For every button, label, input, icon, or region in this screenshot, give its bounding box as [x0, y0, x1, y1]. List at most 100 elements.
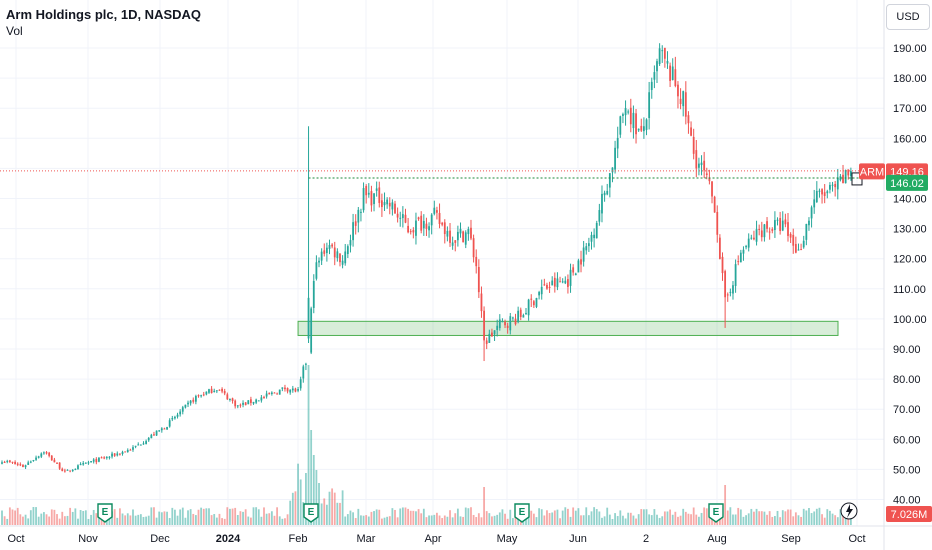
volume-bar: [611, 518, 614, 525]
candle-body: [433, 207, 436, 214]
volume-bar: [48, 516, 51, 525]
volume-bar: [787, 509, 789, 525]
volume-bar: [346, 514, 349, 525]
volume-bar: [310, 430, 313, 525]
volume-bar: [491, 516, 493, 525]
volume-bar: [506, 518, 509, 525]
volume-bar: [291, 492, 294, 525]
volume-bar: [760, 511, 763, 525]
volume-bar: [153, 507, 155, 525]
volume-bar: [669, 509, 671, 525]
candle-body: [174, 416, 176, 419]
volume-bar: [53, 509, 56, 525]
volume-bar: [265, 513, 268, 525]
volume-bar: [8, 507, 11, 525]
candle-body: [323, 250, 326, 254]
candle-body: [517, 310, 520, 323]
candle-body: [491, 332, 493, 337]
time-axis[interactable]: Oct Nov Dec 2024 Feb Mar Apr May Jun 2 Aug Sep Oct: [0, 525, 932, 545]
candlesticks: [1, 43, 852, 473]
candle-body: [63, 470, 66, 472]
candle-body: [87, 462, 90, 464]
volume-bar: [404, 507, 407, 525]
price-tick-label: 110.00: [893, 284, 926, 296]
price-tick-label: 50.00: [893, 464, 921, 476]
earnings-marker[interactable]: E: [97, 503, 113, 523]
candle-body: [470, 227, 472, 239]
volume-bar: [79, 510, 82, 525]
candle-body: [606, 190, 609, 195]
volume-bar: [108, 516, 111, 525]
date-tick-label: Apr: [424, 533, 441, 545]
date-tick-label: Nov: [78, 533, 98, 545]
candle-body: [3, 461, 6, 463]
volume-bar: [690, 514, 692, 525]
volume-bar: [297, 463, 299, 525]
candle-body: [139, 444, 142, 446]
candle-body: [593, 234, 596, 239]
volume-bar: [603, 516, 606, 525]
volume-bar: [792, 516, 795, 525]
candle-body: [829, 184, 831, 190]
volume-bar: [784, 511, 787, 525]
candle-body: [443, 222, 446, 235]
volume-bar: [774, 516, 776, 525]
volume-bar: [84, 510, 87, 525]
candle-body: [779, 218, 782, 231]
candle-body: [79, 464, 82, 466]
volume-bar: [721, 514, 724, 525]
candle-body: [150, 434, 153, 439]
candle-body: [823, 192, 826, 197]
earnings-marker-label: E: [713, 507, 720, 518]
candle-body: [231, 398, 234, 401]
candle-body: [705, 173, 708, 175]
volume-bar: [567, 508, 569, 525]
volume-bar: [181, 507, 184, 525]
volume-bar: [622, 515, 624, 525]
volume-bar: [643, 509, 645, 525]
volume-bar: [325, 504, 328, 525]
volume-bar: [632, 515, 635, 525]
volume-bar: [344, 516, 347, 525]
volume-bar: [74, 508, 77, 525]
volume-bar: [679, 515, 682, 525]
earnings-marker[interactable]: E: [303, 503, 319, 523]
lightning-icon[interactable]: [840, 502, 858, 520]
volume-bar: [278, 516, 281, 525]
volume-bar: [40, 513, 43, 525]
candle-body: [635, 113, 637, 135]
price-axis[interactable]: 40.00 50.00 60.00 70.00 80.00 90.00 100.00 110.…: [883, 0, 927, 550]
volume-bar: [650, 515, 653, 525]
volume-bar: [847, 517, 850, 525]
volume-bar: [428, 515, 430, 525]
candle-body: [22, 464, 24, 467]
candle-body: [40, 453, 43, 457]
volume-bar: [477, 513, 480, 525]
earnings-marker[interactable]: E: [708, 503, 724, 523]
candle-body: [784, 219, 787, 225]
volume-bar: [645, 509, 648, 525]
volume-bar: [456, 508, 459, 525]
volume-bar: [818, 507, 821, 525]
currency-button[interactable]: USD: [886, 4, 930, 30]
candle-body: [643, 126, 645, 132]
candle-body: [805, 223, 808, 240]
candle-body: [753, 237, 755, 240]
volume-bar: [608, 514, 611, 525]
candle-body: [189, 400, 192, 404]
candle-body: [194, 396, 197, 402]
candle-body: [239, 404, 242, 406]
volume-bar: [231, 508, 234, 525]
candle-body: [561, 281, 564, 283]
candle-body: [815, 190, 818, 202]
volume-bar: [834, 515, 837, 525]
volume-bar: [223, 518, 226, 525]
candle-body: [747, 238, 750, 248]
earnings-marker[interactable]: E: [514, 503, 530, 523]
candle-body: [535, 298, 538, 307]
volume-bar: [666, 511, 669, 525]
volume-bar: [247, 516, 250, 525]
volume-bar: [813, 511, 816, 525]
